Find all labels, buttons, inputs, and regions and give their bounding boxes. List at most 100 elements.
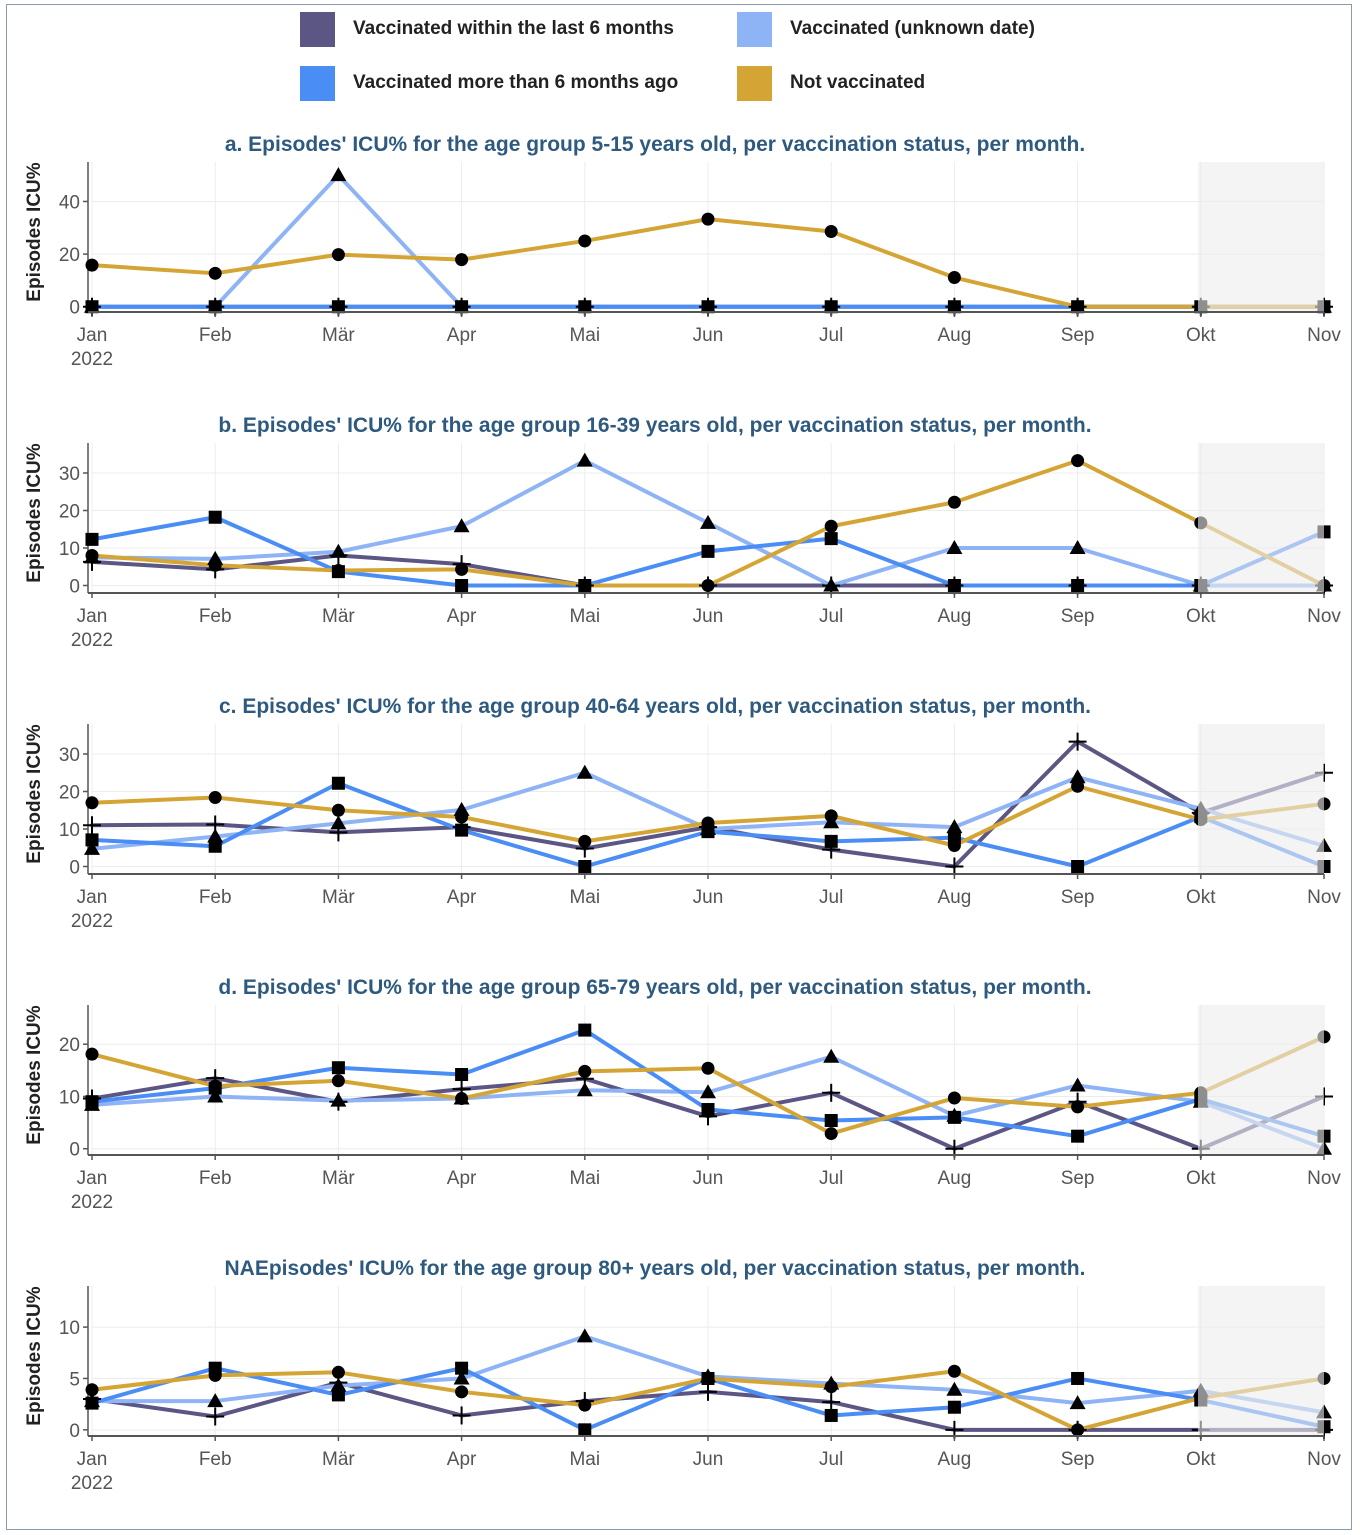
- x-tick-label: Apr: [447, 325, 477, 346]
- point-notvacc: [1071, 454, 1085, 468]
- x-tick-label: Nov: [1307, 1168, 1341, 1189]
- legend-label-old: Vaccinated more than 6 months ago: [353, 72, 679, 93]
- point-notvacc: [701, 1371, 715, 1385]
- point-old: [85, 1095, 99, 1109]
- point-recent: [452, 1406, 471, 1425]
- legend-swatch-notvacc: [737, 65, 772, 101]
- x-tick-label: Apr: [447, 1449, 477, 1470]
- point-notvacc: [578, 834, 592, 848]
- x-tick-label: Sep: [1061, 887, 1095, 908]
- shaded-region: [1198, 1005, 1324, 1155]
- x-tick-label: Jun: [693, 325, 724, 346]
- x-tick-label: Okt: [1186, 606, 1216, 627]
- point-old: [208, 300, 222, 314]
- point-notvacc: [824, 1380, 838, 1394]
- x-tick-label: Nov: [1307, 887, 1341, 908]
- x-tick-label: Okt: [1186, 325, 1216, 346]
- grid: [91, 724, 1325, 874]
- point-unknown: [576, 452, 593, 467]
- x-tick-label: Aug: [937, 887, 971, 908]
- point-old: [1071, 860, 1085, 873]
- series-markers: [83, 732, 1333, 876]
- legend-swatch-unknown: [737, 11, 772, 47]
- point-notvacc: [578, 579, 592, 592]
- x-tick-label: Jan: [77, 325, 108, 346]
- y-axis-label: Episodes ICU%: [24, 1005, 45, 1144]
- point-notvacc: [947, 1364, 961, 1378]
- y-tick-label: 20: [59, 502, 80, 523]
- x-tick-label: Okt: [1186, 1168, 1216, 1189]
- x-tick-label: Feb: [199, 1449, 232, 1470]
- point-unknown: [946, 1381, 963, 1396]
- legend-label-recent: Vaccinated within the last 6 months: [353, 18, 674, 39]
- point-old: [947, 1400, 961, 1414]
- point-notvacc: [455, 562, 469, 576]
- point-old: [947, 1110, 961, 1124]
- point-old: [455, 300, 469, 314]
- x-tick-label: Okt: [1186, 887, 1216, 908]
- x-tick-label: Mai: [569, 325, 600, 346]
- point-notvacc: [85, 1047, 99, 1061]
- point-old: [331, 1388, 345, 1402]
- y-tick-label: 0: [69, 577, 80, 598]
- point-unknown: [946, 819, 963, 834]
- point-notvacc: [701, 1061, 715, 1075]
- x-tick-label: Aug: [937, 1168, 971, 1189]
- x-tick-sublabel: 2022: [71, 1473, 113, 1494]
- point-old: [331, 776, 345, 790]
- x-tick-label: Sep: [1061, 1168, 1095, 1189]
- y-tick-label: 0: [69, 858, 80, 879]
- x-tick-label: Sep: [1061, 1449, 1095, 1470]
- point-old: [455, 1361, 469, 1375]
- point-notvacc: [947, 271, 961, 285]
- point-unknown: [207, 1088, 224, 1103]
- point-notvacc: [578, 1064, 592, 1078]
- x-tick-label: Okt: [1186, 1449, 1216, 1470]
- point-notvacc: [947, 839, 961, 852]
- panel-3: c. Episodes' ICU% for the age group 40-6…: [24, 695, 1341, 932]
- point-old: [824, 834, 838, 848]
- point-old: [701, 300, 715, 314]
- y-tick-label: 0: [69, 298, 80, 319]
- x-tick-label: Feb: [199, 606, 232, 627]
- x-tick-sublabel: 2022: [71, 630, 113, 651]
- point-recent: [822, 1083, 841, 1102]
- legend-label-unknown: Vaccinated (unknown date): [790, 18, 1035, 39]
- x-tick-label: Jan: [77, 1449, 108, 1470]
- x-tick-label: Apr: [447, 606, 477, 627]
- x-tick-label: Aug: [937, 606, 971, 627]
- point-old: [455, 579, 469, 592]
- point-unknown: [1069, 1395, 1086, 1410]
- point-unknown: [576, 764, 593, 779]
- point-old: [947, 300, 961, 314]
- x-tick-sublabel: 2022: [71, 349, 113, 370]
- legend-item-notvacc: Not vaccinated: [737, 64, 925, 102]
- point-old: [578, 860, 592, 873]
- y-axis-label: Episodes ICU%: [24, 724, 45, 863]
- legend-item-old: Vaccinated more than 6 months ago: [300, 64, 678, 102]
- point-notvacc: [455, 253, 469, 267]
- panel-1: a. Episodes' ICU% for the age group 5-15…: [24, 133, 1341, 370]
- x-tick-label: Aug: [937, 1449, 971, 1470]
- point-notvacc: [1071, 1423, 1085, 1437]
- y-tick-label: 20: [59, 1035, 80, 1056]
- x-tick-label: Jun: [693, 606, 724, 627]
- shaded-region: [1198, 443, 1324, 593]
- x-tick-label: Jul: [819, 887, 843, 908]
- shaded-region: [1198, 1286, 1324, 1436]
- x-tick-label: Mai: [569, 606, 600, 627]
- x-tick-label: Aug: [937, 325, 971, 346]
- point-notvacc: [701, 212, 715, 226]
- x-tick-label: Feb: [199, 1168, 232, 1189]
- point-recent: [206, 1407, 225, 1426]
- y-tick-label: 10: [59, 539, 80, 560]
- x-tick-sublabel: 2022: [71, 1192, 113, 1213]
- point-unknown: [700, 1084, 716, 1099]
- point-old: [85, 833, 99, 847]
- point-notvacc: [578, 234, 592, 248]
- point-old: [701, 1103, 715, 1117]
- x-tick-sublabel: 2022: [71, 911, 113, 932]
- point-notvacc: [455, 1092, 469, 1106]
- point-notvacc: [824, 519, 838, 533]
- point-unknown: [207, 1393, 224, 1408]
